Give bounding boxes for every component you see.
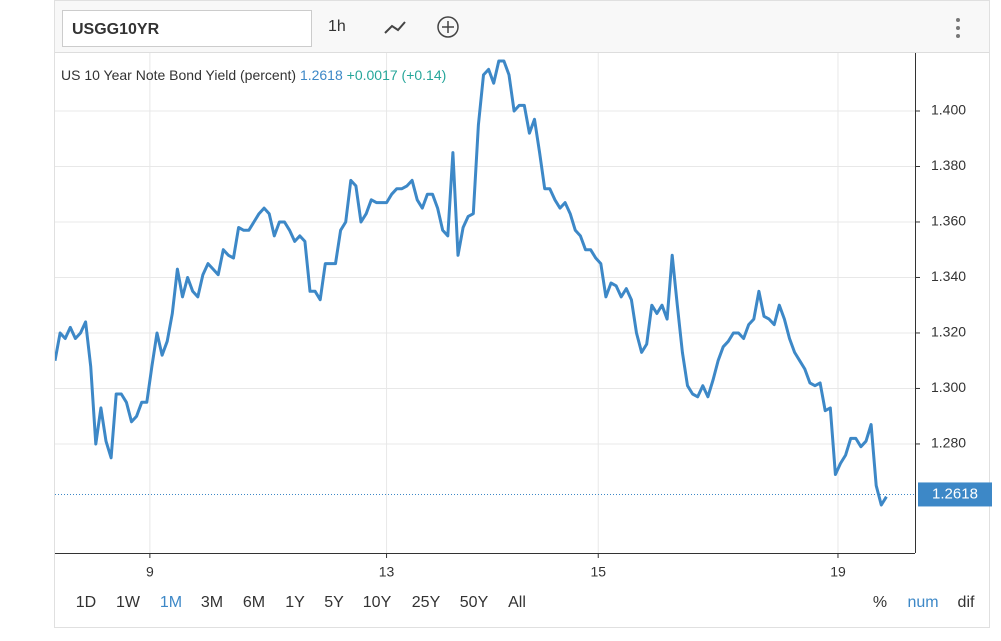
range-button[interactable]: All [508, 594, 526, 611]
range-button[interactable]: 6M [243, 594, 265, 611]
symbol-input[interactable] [62, 10, 312, 47]
range-button[interactable]: 25Y [412, 594, 441, 611]
range-button[interactable]: 1D [76, 594, 96, 611]
range-button[interactable]: 10Y [363, 594, 392, 611]
x-tick-label: 13 [379, 564, 395, 580]
plot: 1.280 1.300 1.320 1.340 1.360 1.380 1.400 9 13 15… [55, 53, 992, 580]
range-button[interactable]: 1M [160, 594, 182, 611]
range-button[interactable]: 50Y [460, 594, 489, 611]
mode-button[interactable]: % [873, 594, 887, 611]
y-tick-label: 1.360 [931, 213, 966, 229]
last-value-box [918, 482, 992, 507]
y-tick-label: 1.400 [931, 102, 966, 118]
menu-icon[interactable] [956, 18, 960, 38]
y-tick-label: 1.380 [931, 157, 966, 173]
y-tick-label: 1.340 [931, 268, 966, 284]
legend-name: US 10 Year Note Bond Yield (percent) [61, 67, 296, 83]
frame [54, 0, 990, 628]
symbol-text: USGG10YR [72, 21, 160, 38]
interval-button[interactable]: 1h [328, 18, 346, 35]
legend-value: 1.2618 [300, 67, 343, 83]
compare-plus [442, 21, 454, 33]
legend-change: +0.0017 [347, 67, 398, 83]
mode-button[interactable]: num [907, 594, 938, 611]
x-tick-label: 15 [590, 564, 606, 580]
y-tick-label: 1.300 [931, 379, 966, 395]
range-button[interactable]: 1Y [285, 594, 305, 611]
legend: US 10 Year Note Bond Yield (percent) 1.2… [61, 67, 446, 83]
price-line [55, 59, 888, 507]
last-value-label: 1.2618 [932, 485, 978, 502]
y-tick-label: 1.280 [931, 435, 966, 451]
x-tick-label: 19 [830, 564, 846, 580]
compare-icon[interactable] [437, 16, 459, 38]
chart-type-icon[interactable] [384, 21, 406, 34]
y-tick-label: 1.320 [931, 324, 966, 340]
range-button[interactable]: 3M [201, 594, 223, 611]
x-tick-label: 9 [146, 564, 154, 580]
mode-button[interactable]: dif [958, 594, 975, 611]
legend-change-pct: (+0.14) [402, 67, 447, 83]
range-button[interactable]: 5Y [324, 594, 344, 611]
range-button[interactable]: 1W [116, 594, 141, 611]
